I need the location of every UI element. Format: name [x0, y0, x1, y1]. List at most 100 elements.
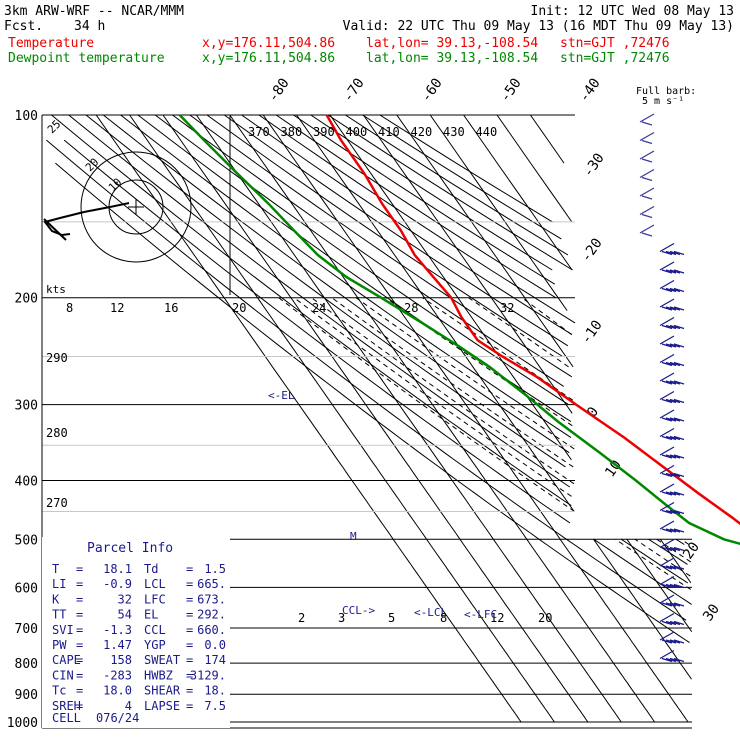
- wind-barb-flag: [661, 639, 673, 644]
- hodo-ring-outer: [80, 151, 192, 263]
- wind-barb-staff: [639, 150, 655, 160]
- wind-barb-flag: [665, 528, 677, 533]
- theta-e-label: 410: [378, 125, 400, 139]
- parcel-info-l2: LCL: [144, 577, 166, 591]
- dry-adiabat-line: [189, 114, 573, 378]
- isotherm-label: 10: [602, 457, 625, 480]
- hodograph-speed-label: 8: [66, 301, 73, 315]
- dry-adiabat-line: [241, 114, 573, 336]
- isotherm-line: [296, 114, 692, 680]
- moist-adiabat-line: [311, 297, 692, 563]
- dew-latlon: lat,lon= 39.13,-108.54: [366, 51, 538, 66]
- wind-barb-staff: [659, 279, 675, 290]
- parcel-cell-value: 076/24: [96, 711, 139, 725]
- wind-barb-flag: [665, 343, 677, 348]
- isotherm-label: 20: [680, 539, 703, 562]
- isotherm-label: -60: [418, 75, 446, 105]
- wind-barb-flag: [673, 417, 685, 422]
- wind-barb-flag: [661, 546, 673, 552]
- wind-barb-flag: [665, 565, 677, 570]
- wind-barb-flag: [669, 639, 681, 644]
- theta-label: 280: [46, 426, 68, 440]
- parcel-info-v2: 174: [204, 653, 226, 667]
- parcel-info-equals: =: [186, 684, 193, 698]
- parcel-info-v2: 0.0: [204, 638, 226, 652]
- hodograph-speed-label: 16: [164, 301, 178, 315]
- wind-barbs: [639, 113, 685, 663]
- dry-adiabat-line: [63, 139, 692, 605]
- wind-barb-flag: [665, 509, 677, 515]
- wind-barb-flag: [669, 546, 681, 552]
- wind-barb-flag: [669, 565, 681, 570]
- wind-barb-flag: [661, 528, 673, 533]
- wind-barb-flag: [669, 287, 681, 293]
- wind-barb-staff: [639, 205, 655, 216]
- wind-barb-flag: [669, 602, 681, 607]
- parcel-info-equals: =: [76, 562, 83, 576]
- temp-xy: x,y=176.11,504.86: [202, 36, 335, 51]
- wind-barb-flag: [665, 472, 677, 478]
- wind-barb-staff: [659, 649, 675, 660]
- wind-barb-staff: [659, 261, 675, 271]
- wind-barb-flag: [669, 620, 681, 626]
- isotherm-line: [195, 114, 622, 723]
- wind-barb-flag: [661, 454, 673, 459]
- parcel-info-l1: Tc: [52, 684, 66, 698]
- dry-adiabat-line: [46, 139, 687, 621]
- theta-label: 290: [46, 351, 68, 365]
- moist-adiabat-line: [355, 297, 575, 450]
- sounding-annotations: <-EL <-LCL <-LFC CCL-> M: [268, 389, 497, 621]
- parcel-info-equals: =: [76, 668, 83, 682]
- wind-barb-flag: [673, 472, 685, 478]
- wind-barb-flag: [665, 380, 677, 385]
- wind-barb-staff: [659, 464, 675, 475]
- moist-adiabat-line: [422, 297, 574, 401]
- hodograph-speed-label: 20: [232, 301, 246, 315]
- wind-barb-flag: [665, 620, 677, 626]
- parcel-info-l2: Td: [144, 562, 158, 576]
- isotherm-label: -40: [576, 75, 604, 105]
- wind-barb-flag: [673, 454, 685, 459]
- wind-barb-flag: [665, 583, 677, 589]
- wind-barb-flag: [661, 620, 673, 626]
- wind-barb-flag: [661, 417, 673, 422]
- hodograph-speed-label: 32: [500, 301, 514, 315]
- parcel-info-equals: =: [186, 668, 193, 682]
- wind-barb-flag: [673, 435, 685, 441]
- hodograph: 20 10 25 kts: [43, 115, 231, 296]
- pressure-tick-label: 300: [15, 399, 38, 414]
- mixing-ratio-label: 20: [538, 611, 552, 625]
- dewpoint-trace: [178, 114, 740, 546]
- wind-barb-flag: [661, 491, 673, 496]
- model-title: 3km ARW-WRF -- NCAR/MMM: [4, 4, 184, 19]
- wind-barb-flag: [673, 380, 685, 385]
- legend-temperature: Temperature: [8, 36, 94, 51]
- parcel-info-equals: =: [76, 577, 83, 591]
- hodograph-speed-label: 24: [312, 301, 326, 315]
- wind-barb-flag: [669, 269, 681, 274]
- dry-adiabat-line: [327, 114, 573, 271]
- wind-barb-staff: [659, 353, 675, 364]
- parcel-info-v2: 673.: [197, 592, 226, 606]
- wind-barb-flag: [641, 139, 653, 145]
- pressure-tick-label: 1000: [7, 716, 38, 731]
- parcel-info-equals: =: [186, 638, 193, 652]
- parcel-info-v1: 18.1: [103, 562, 132, 576]
- wind-barb-flag: [673, 620, 685, 626]
- wind-barb-flag: [661, 269, 673, 274]
- hodo-trace: [43, 202, 130, 237]
- theta-e-label: 430: [443, 125, 465, 139]
- wind-barb-flag: [669, 361, 681, 367]
- wind-barb-flag: [669, 398, 681, 404]
- wind-barb-staff: [639, 168, 655, 179]
- wind-barb-staff: [659, 594, 675, 604]
- wind-barb-flag: [661, 583, 673, 589]
- isotherm-label: -20: [578, 235, 606, 265]
- wind-barb-staff: [659, 335, 675, 345]
- wind-barb-staff: [659, 298, 675, 308]
- parcel-info-l1: PW: [52, 638, 67, 652]
- pressure-tick-label: 800: [15, 657, 38, 672]
- dry-adiabat-line: [55, 162, 690, 644]
- wind-barb-staff: [659, 520, 675, 530]
- wind-barb-staff: [639, 131, 655, 142]
